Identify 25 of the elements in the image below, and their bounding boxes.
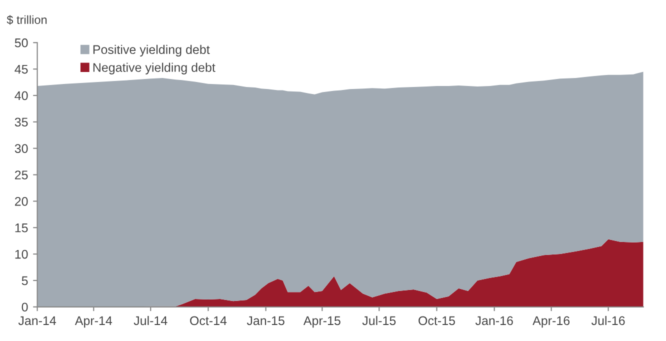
x-tick-label: Oct-14 bbox=[190, 316, 227, 326]
x-tick-label: Oct-15 bbox=[418, 316, 455, 326]
x-tick-label: Apr-16 bbox=[532, 316, 570, 328]
legend-label: Negative yielding debt bbox=[93, 62, 216, 74]
x-tick-label: Jan-14 bbox=[18, 316, 56, 326]
y-tick-label: 5 bbox=[22, 276, 28, 286]
x-tick-label: Jul-16 bbox=[591, 316, 625, 326]
legend-label: Positive yielding debt bbox=[93, 44, 210, 56]
y-tick-label: 15 bbox=[15, 224, 28, 232]
y-tick-label: 20 bbox=[14, 196, 28, 206]
y-tick-label: 35 bbox=[14, 118, 28, 127]
x-tick-label: Apr-14 bbox=[74, 316, 112, 328]
y-tick-label: 0 bbox=[22, 302, 28, 312]
y-tick-label: 10 bbox=[15, 250, 28, 259]
y-tick-label: 40 bbox=[14, 91, 28, 100]
y-tick-label: 30 bbox=[14, 144, 28, 153]
y-tick-label: 25 bbox=[14, 170, 28, 180]
x-tick-label: Apr-15 bbox=[303, 316, 340, 328]
x-tick-label: Jan-16 bbox=[475, 316, 513, 326]
y-axis-title: $ trillion bbox=[6, 15, 47, 25]
x-tick-label: Jul-15 bbox=[362, 316, 396, 326]
x-tick-label: Jul-14 bbox=[134, 316, 168, 326]
x-tick-label: Jan-15 bbox=[246, 316, 284, 326]
y-tick-label: 50 bbox=[14, 38, 28, 48]
y-tick-label: 45 bbox=[14, 64, 28, 74]
